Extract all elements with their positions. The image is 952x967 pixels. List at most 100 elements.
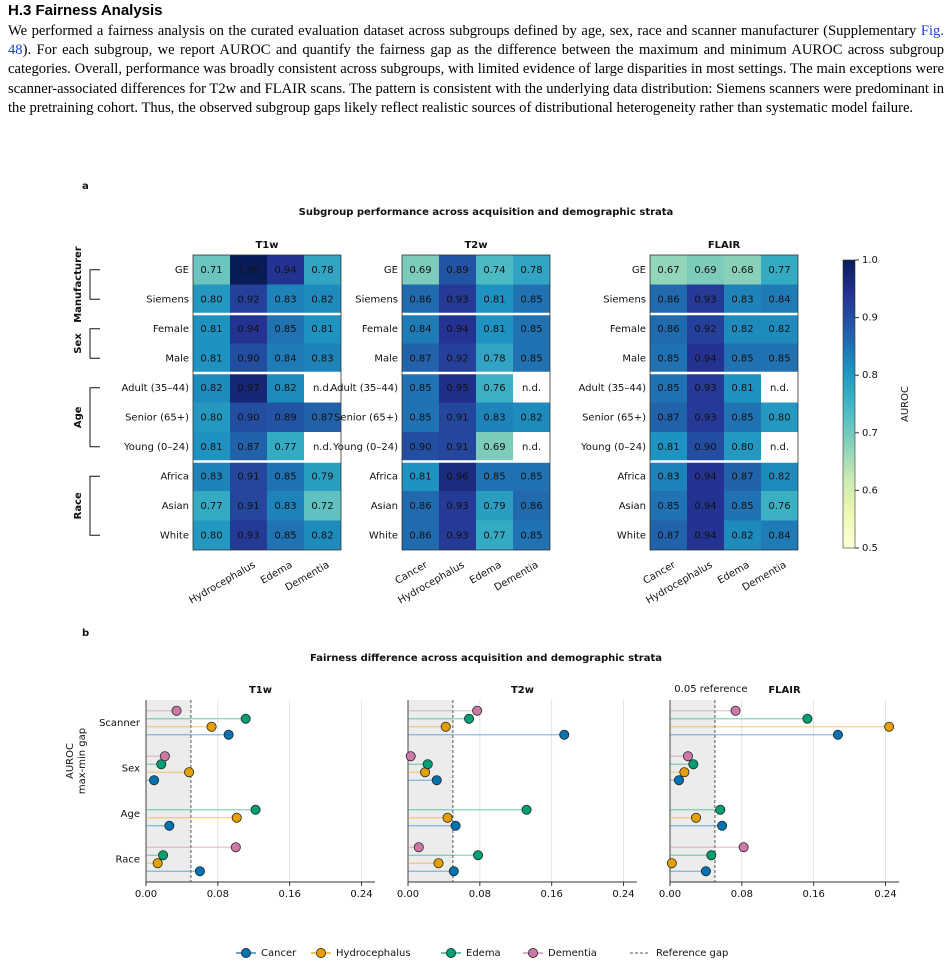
colorbar-tick-label: 0.9: [862, 313, 878, 324]
cell-label: 0.93: [694, 383, 716, 394]
dot: [832, 729, 843, 740]
cell-label: 0.80: [768, 412, 790, 423]
chart-title: Subgroup performance across acquisition …: [299, 207, 674, 218]
cell-label: 0.81: [483, 324, 505, 335]
dot: [231, 812, 242, 823]
heatmap-cell: [476, 284, 513, 314]
cell-label: 0.91: [446, 412, 468, 423]
heatmap-cell: [230, 491, 267, 521]
x-tick-label: 0.08: [469, 889, 491, 900]
dot: [802, 713, 813, 724]
dot: [158, 850, 169, 861]
heatmap-cell: [402, 402, 439, 432]
x-tick-label: 0.16: [541, 889, 563, 900]
cell-label: 0.87: [657, 530, 679, 541]
row-label: Female: [610, 324, 646, 335]
heatmap-cell: [304, 461, 341, 491]
dot: [149, 775, 160, 786]
cell-label: 0.81: [311, 324, 333, 335]
cell-label: 0.80: [200, 412, 222, 423]
axis: [145, 700, 375, 883]
row-label: Senior (65+): [582, 412, 646, 423]
cell-label: 0.93: [446, 501, 468, 512]
cell-label: 0.92: [237, 294, 259, 305]
dot: [223, 729, 234, 740]
row-label: Adult (35–44): [579, 383, 647, 394]
colorbar-tick-label: 0.6: [862, 485, 878, 496]
heatmap-cell: [476, 520, 513, 550]
heatmap-cell: [476, 432, 513, 462]
dot: [559, 729, 570, 740]
row-label: White: [617, 530, 646, 541]
heatmap-cell: [513, 461, 550, 491]
column-label: Hydrocephalus: [644, 560, 714, 607]
y-tick-label: Sex: [122, 763, 140, 774]
heatmap-cell: [402, 314, 439, 344]
cell-label: n.d.: [313, 442, 332, 453]
heatmap-cell: [230, 373, 267, 403]
heatmap-cell: [267, 314, 304, 344]
panel-title: T1w: [249, 685, 272, 696]
axis: [669, 700, 899, 883]
cell-label: 0.82: [274, 383, 296, 394]
heatmap-cell: [650, 255, 687, 285]
row-label: Senior (65+): [125, 412, 189, 423]
heatmap-cell: [402, 255, 439, 285]
dot: [679, 767, 690, 778]
cell-label: 0.85: [657, 353, 679, 364]
dot: [666, 858, 677, 869]
cell-label: 0.82: [520, 412, 542, 423]
cell-label: 0.85: [483, 471, 505, 482]
group-label: Race: [73, 492, 84, 519]
cell-label: 0.85: [520, 324, 542, 335]
cell-label: 0.85: [274, 471, 296, 482]
row-label: Adult (35–44): [331, 383, 399, 394]
heatmap-cell: [687, 491, 724, 521]
heatmap-cell: [761, 461, 798, 491]
cell-label: 0.85: [409, 412, 431, 423]
group-bracket: [89, 328, 100, 359]
cell-label: 0.77: [768, 265, 790, 276]
heatmap-cell: [193, 402, 230, 432]
heatmap-cell: [724, 343, 761, 373]
row-label: Young (0–24): [332, 442, 398, 453]
cell-label: 0.94: [694, 530, 716, 541]
annotation: 0.05 reference: [674, 684, 747, 695]
heatmap-cell: [193, 255, 230, 285]
heatmap-cell: [193, 491, 230, 521]
cell-label: 0.92: [446, 353, 468, 364]
y-axis-label-line: max-min gap: [77, 728, 88, 794]
row-label: Female: [153, 324, 189, 335]
cell-label: 0.82: [311, 530, 333, 541]
cell-label: 0.82: [200, 383, 222, 394]
cell-label: 0.91: [237, 471, 259, 482]
dot: [473, 850, 484, 861]
heatmap-cell: [761, 343, 798, 373]
heatmap-cell: [761, 432, 798, 462]
heatmap-cell: [439, 255, 476, 285]
legend-marker: [445, 948, 456, 959]
figure-link[interactable]: Fig. 48: [8, 23, 944, 59]
panel-title: T2w: [511, 685, 534, 696]
cell-label: 0.84: [409, 324, 431, 335]
dot: [738, 842, 749, 853]
heatmap-cell: [761, 491, 798, 521]
heatmap-cell: [267, 255, 304, 285]
cell-label: 0.85: [520, 294, 542, 305]
heatmap-cell: [761, 255, 798, 285]
heatmap-cell: [650, 402, 687, 432]
row-label: Male: [374, 353, 398, 364]
heatmap-cell: [513, 373, 550, 403]
heatmap-cell: [724, 461, 761, 491]
heatmap-cell: [476, 491, 513, 521]
colorbar-tick-label: 0.8: [862, 370, 878, 381]
dot: [159, 751, 170, 762]
cell-label: 0.81: [200, 324, 222, 335]
cell-label: 0.82: [731, 324, 753, 335]
dot: [206, 721, 217, 732]
heatmap-cell: [513, 314, 550, 344]
cell-label: 0.78: [520, 265, 542, 276]
legend-label: Hydrocephalus: [336, 948, 411, 959]
colorbar: [842, 259, 856, 549]
cell-label: n.d.: [313, 383, 332, 394]
